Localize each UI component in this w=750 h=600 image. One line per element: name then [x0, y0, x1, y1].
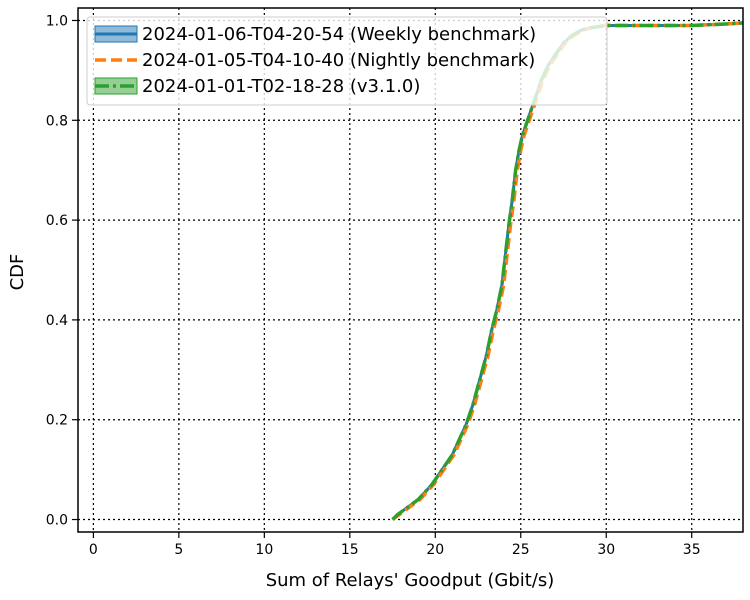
y-tick-label: 1.0	[46, 13, 68, 29]
legend-label-v310: 2024-01-01-T02-18-28 (v3.1.0)	[142, 76, 420, 97]
legend-label-weekly: 2024-01-06-T04-20-54 (Weekly benchmark)	[142, 24, 536, 45]
y-tick-label: 0.4	[46, 313, 68, 329]
y-tick-label: 0.0	[46, 513, 68, 529]
y-tick-label: 0.6	[46, 213, 68, 229]
legend-item-nightly: 2024-01-05-T04-10-40 (Nightly benchmark)	[95, 50, 535, 71]
x-tick-label: 20	[426, 542, 444, 558]
legend-label-nightly: 2024-01-05-T04-10-40 (Nightly benchmark)	[142, 50, 535, 71]
x-axis-title: Sum of Relays' Goodput (Gbit/s)	[266, 570, 555, 591]
legend: 2024-01-06-T04-20-54 (Weekly benchmark) …	[86, 16, 608, 106]
x-tick-label: 0	[89, 542, 98, 558]
x-tick-label: 25	[512, 542, 530, 558]
legend-item-v310: 2024-01-01-T02-18-28 (v3.1.0)	[94, 76, 420, 97]
x-tick-label: 15	[341, 542, 359, 558]
x-tick-label: 35	[683, 542, 701, 558]
legend-item-weekly: 2024-01-06-T04-20-54 (Weekly benchmark)	[94, 24, 536, 45]
y-tick-label: 0.2	[46, 413, 68, 429]
x-tick-label: 5	[174, 542, 183, 558]
y-tick-label: 0.8	[46, 113, 68, 129]
plot-frame	[77, 7, 744, 533]
x-tick-label: 30	[597, 542, 615, 558]
y-axis-title: CDF	[7, 254, 28, 291]
x-tick-label: 10	[255, 542, 273, 558]
ticks: 0 5 10 15 20 25 30 35 0.0 0.2 0.4 0.6 0.8 1.0	[46, 13, 701, 558]
legend-frame	[86, 16, 608, 106]
